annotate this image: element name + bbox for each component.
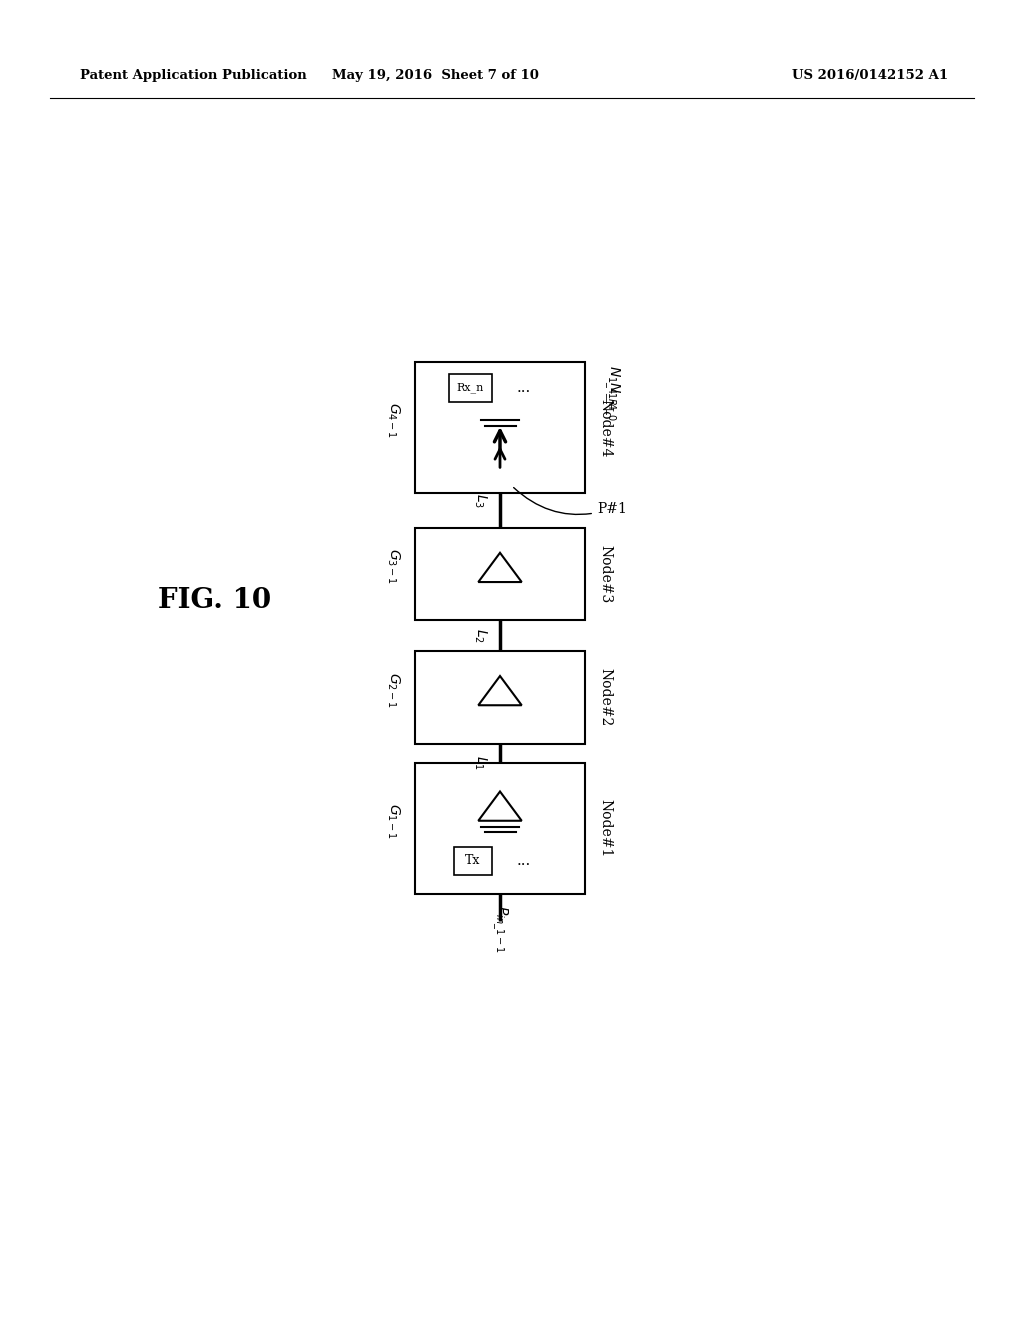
Text: FIG. 10: FIG. 10	[159, 586, 271, 614]
Text: Node#1: Node#1	[598, 799, 612, 858]
Text: $P_{in\_1-1}$: $P_{in\_1-1}$	[490, 904, 510, 952]
Bar	[449, 374, 493, 401]
Text: $N_{1\_4\_R}$: $N_{1\_4\_R}$	[602, 366, 622, 405]
Bar	[454, 847, 493, 875]
Text: US 2016/0142152 A1: US 2016/0142152 A1	[792, 69, 948, 82]
Text: $L_2$: $L_2$	[472, 628, 488, 643]
Text: $G_{3-1}$: $G_{3-1}$	[385, 548, 401, 585]
Text: Node#2: Node#2	[598, 668, 612, 726]
Text: ...: ...	[516, 381, 530, 395]
Bar	[415, 363, 586, 494]
Text: ...: ...	[516, 854, 530, 867]
Text: Node#4: Node#4	[598, 399, 612, 457]
Text: P#1: P#1	[514, 487, 627, 516]
Text: $G_{4-1}$: $G_{4-1}$	[385, 403, 401, 438]
Bar	[415, 651, 586, 743]
Text: $N_{1\_4\_0}$: $N_{1\_4\_0}$	[602, 381, 622, 421]
Text: Node#3: Node#3	[598, 545, 612, 603]
Text: $G_{1-1}$: $G_{1-1}$	[385, 803, 401, 838]
Text: $L_3$: $L_3$	[472, 494, 488, 508]
Bar	[415, 528, 586, 620]
Text: Patent Application Publication: Patent Application Publication	[80, 69, 307, 82]
Text: May 19, 2016  Sheet 7 of 10: May 19, 2016 Sheet 7 of 10	[332, 69, 539, 82]
Text: $G_{2-1}$: $G_{2-1}$	[385, 672, 401, 708]
Bar	[415, 763, 586, 894]
Text: $L_1$: $L_1$	[472, 755, 488, 771]
Text: Rx_n: Rx_n	[457, 383, 484, 393]
Text: Tx: Tx	[465, 854, 480, 867]
